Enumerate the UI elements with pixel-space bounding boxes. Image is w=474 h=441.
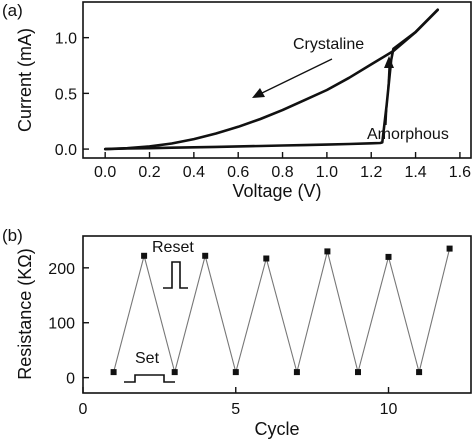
x-tick-labels-a: 0.0 0.2 0.4 0.6 0.8 1.0 1.2 1.4 1.6: [94, 164, 471, 181]
data-point: [385, 253, 392, 260]
annotation-amorphous: Amorphous: [367, 126, 449, 143]
data-point: [355, 369, 361, 376]
annotation-crystaline: Crystaline: [293, 36, 364, 53]
panel-b-label: (b): [2, 226, 23, 245]
x-tick-label: 0.8: [271, 164, 293, 181]
x-tick-label: 0.4: [183, 164, 205, 181]
x-axis-label-a: Voltage (V): [232, 181, 321, 201]
axis-ticks-b: [82, 267, 390, 393]
data-point: [110, 369, 117, 376]
data-point: [293, 369, 300, 376]
x-tick-label: 1.4: [404, 164, 426, 181]
y-tick-labels-b: 0 100 200: [48, 261, 75, 388]
y-tick-label: 1.0: [55, 31, 77, 48]
x-tick-label: 0.6: [227, 164, 249, 181]
panel-a: (a) 0.0 0.2 0.4 0.6 0.8 1.0 1.2 1.4 1.6 …: [2, 1, 472, 201]
reset-pulse-icon: [163, 261, 188, 289]
x-axis-label-b: Cycle: [254, 419, 299, 439]
plot-frame-a: [82, 1, 472, 159]
y-tick-label: 0.0: [55, 142, 77, 159]
series-resistance-markers: [110, 245, 453, 376]
data-point: [416, 369, 423, 376]
y-tick-label: 100: [48, 316, 75, 333]
data-point: [141, 252, 148, 259]
data-point: [324, 248, 331, 255]
y-tick-label: 200: [48, 261, 75, 278]
panel-b: (b) 0 5 10 0 100 200 Cycle Resistance (K…: [2, 226, 472, 439]
panel-a-label: (a): [2, 1, 23, 20]
x-tick-label: 0.2: [138, 164, 160, 181]
annotation-set: Set: [135, 350, 160, 367]
x-tick-label: 10: [380, 401, 398, 418]
series-resistance-line: [113, 248, 451, 375]
plot-frame-b: [82, 235, 472, 394]
axis-ticks-a: [83, 36, 461, 158]
x-tick-label: 0.0: [94, 164, 116, 181]
data-point: [232, 369, 239, 376]
set-pulse-icon: [124, 374, 175, 383]
y-tick-label: 0: [66, 371, 75, 388]
series-reverse-sweep: [103, 8, 439, 151]
data-point: [171, 369, 178, 376]
x-tick-label: 1.0: [316, 164, 338, 181]
arrow-amorphous: [384, 56, 394, 126]
x-tick-label: 1.6: [449, 164, 471, 181]
y-tick-label: 0.5: [55, 86, 77, 103]
annotation-reset: Reset: [152, 239, 194, 256]
x-tick-label: 5: [231, 401, 240, 418]
data-point: [263, 255, 270, 262]
y-axis-label-a: Current (mA): [15, 28, 35, 132]
x-tick-label: 0: [79, 401, 88, 418]
data-point: [202, 252, 209, 259]
x-tick-labels-b: 0 5 10: [79, 401, 398, 418]
data-point: [446, 245, 453, 252]
y-tick-labels-a: 0.0 0.5 1.0: [55, 31, 77, 159]
y-axis-label-b: Resistance (KΩ): [15, 248, 35, 380]
arrow-crystaline: [252, 58, 333, 98]
x-tick-label: 1.2: [360, 164, 382, 181]
